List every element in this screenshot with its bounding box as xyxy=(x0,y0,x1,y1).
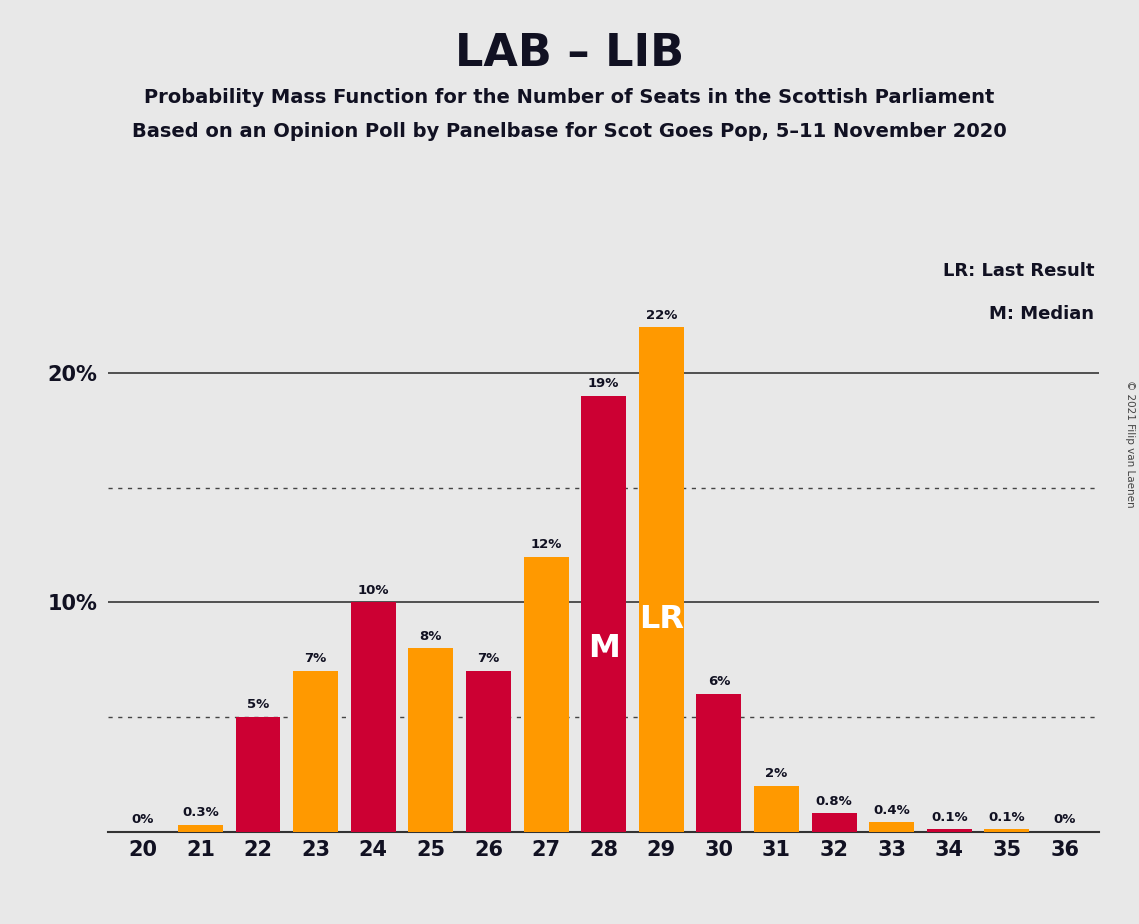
Text: M: M xyxy=(588,633,620,664)
Text: 22%: 22% xyxy=(646,309,677,322)
Bar xyxy=(351,602,395,832)
Text: 7%: 7% xyxy=(304,652,327,665)
Text: 7%: 7% xyxy=(477,652,500,665)
Text: 0%: 0% xyxy=(132,813,154,826)
Bar xyxy=(581,396,626,832)
Bar xyxy=(984,830,1030,832)
Text: 19%: 19% xyxy=(588,378,620,391)
Text: 10%: 10% xyxy=(358,584,390,597)
Bar xyxy=(696,694,741,832)
Text: LR: LR xyxy=(639,604,683,636)
Text: 5%: 5% xyxy=(247,699,269,711)
Text: 0.1%: 0.1% xyxy=(931,810,968,823)
Text: 0.8%: 0.8% xyxy=(816,795,852,808)
Bar xyxy=(812,813,857,832)
Bar xyxy=(927,830,972,832)
Text: © 2021 Filip van Laenen: © 2021 Filip van Laenen xyxy=(1125,380,1134,507)
Bar xyxy=(293,671,338,832)
Text: 12%: 12% xyxy=(531,538,562,551)
Bar xyxy=(869,822,915,832)
Bar xyxy=(639,327,683,832)
Bar xyxy=(466,671,511,832)
Text: LR: Last Result: LR: Last Result xyxy=(943,261,1095,280)
Text: 6%: 6% xyxy=(707,675,730,688)
Text: M: Median: M: Median xyxy=(989,305,1095,322)
Bar xyxy=(409,649,453,832)
Text: 0.3%: 0.3% xyxy=(182,806,219,819)
Text: 2%: 2% xyxy=(765,767,788,780)
Text: 0%: 0% xyxy=(1054,813,1075,826)
Text: 0.4%: 0.4% xyxy=(874,804,910,817)
Text: Probability Mass Function for the Number of Seats in the Scottish Parliament: Probability Mass Function for the Number… xyxy=(145,88,994,107)
Bar xyxy=(178,825,223,832)
Bar xyxy=(236,717,280,832)
Text: LAB – LIB: LAB – LIB xyxy=(454,32,685,76)
Bar xyxy=(524,556,568,832)
Text: 0.1%: 0.1% xyxy=(989,810,1025,823)
Text: Based on an Opinion Poll by Panelbase for Scot Goes Pop, 5–11 November 2020: Based on an Opinion Poll by Panelbase fo… xyxy=(132,122,1007,141)
Text: 8%: 8% xyxy=(419,629,442,642)
Bar xyxy=(754,785,798,832)
